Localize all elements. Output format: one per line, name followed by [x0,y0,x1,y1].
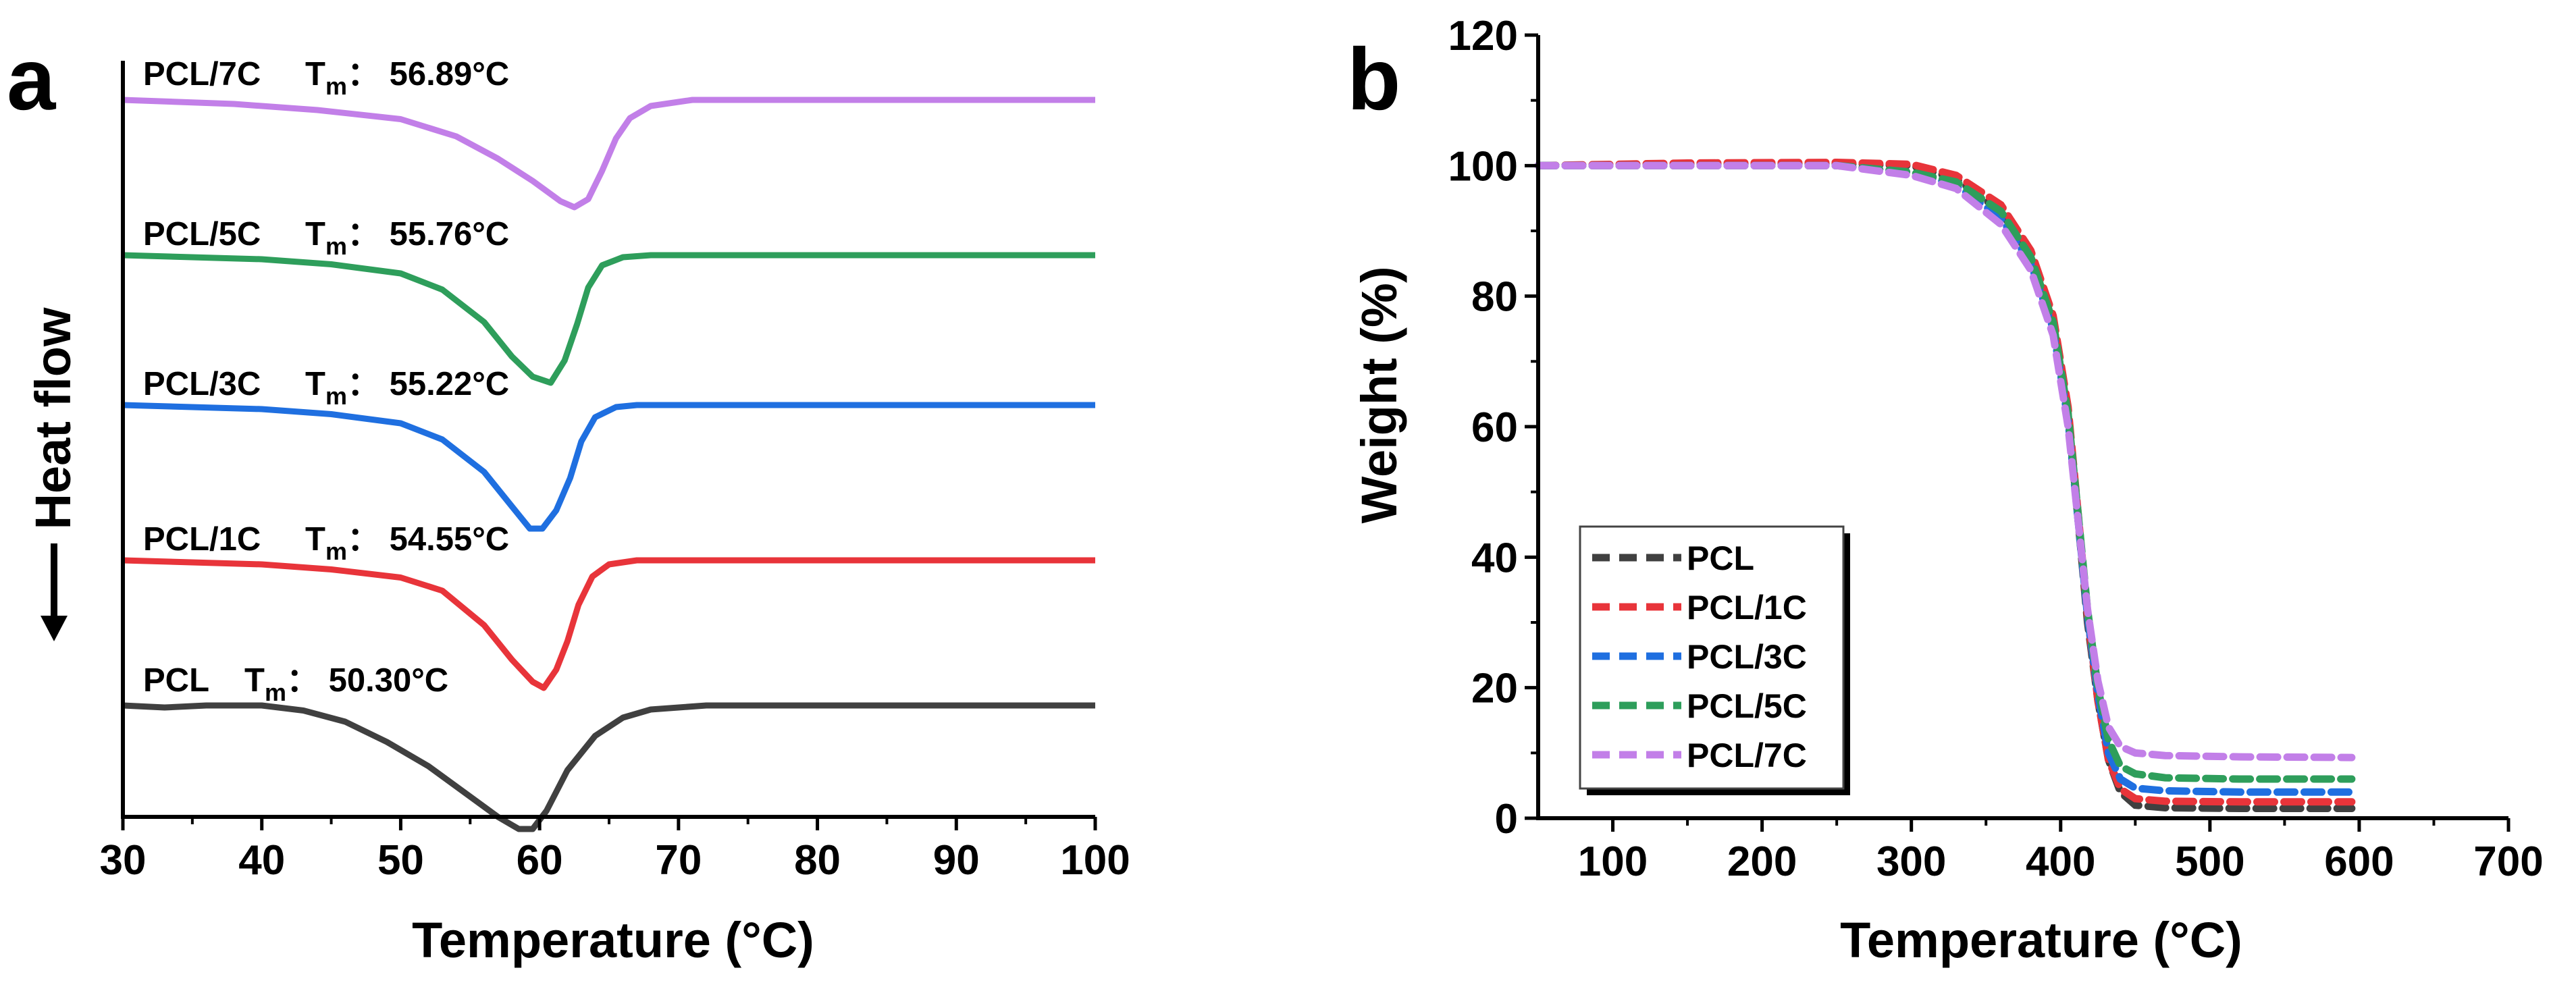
panel-b-x-tick-label: 100 [1578,838,1648,885]
panel-a-x-tick-label: 50 [377,837,424,884]
legend-label-pcl-1c: PCL/1C [1687,589,1807,626]
curve-label-pcl-5c: PCL/5C [143,216,261,252]
dsc-curve-pcl-7c [122,97,1095,211]
curve-label-pcl-7c: PCL/7C [143,56,261,92]
panel-a-x-tick-label: 30 [100,837,147,884]
panel-b-curves [1534,158,2356,812]
panel-b-y-tick-label: 120 [1448,13,1518,59]
dsc-curve-pcl-3c [122,402,1095,532]
panel-b-x-tick-label: 700 [2473,838,2543,885]
curve-label-pcl-1c: PCL/1C [143,521,261,558]
tm-label-pcl-5c: Tm： 55.76°C [305,216,509,260]
panel-b-x-tick-label: 400 [2026,838,2095,885]
panel-a-x-tick-label: 90 [933,837,980,884]
panel-a-x-tick-label: 80 [794,837,841,884]
curve-label-pcl-3c: PCL/3C [143,366,261,402]
panel-a-x-tick-label: 40 [238,837,285,884]
panel-a-dsc-chart: a PCL Tm： 50.30°C PCL/1C Tm： 54.55°C PCL/3C T… [7,30,1130,968]
panel-b-y-axis-title: Weight (%) [1351,267,1407,524]
dsc-curve-pcl-1c [122,557,1095,691]
panel-b-y-tick-label: 0 [1495,796,1518,843]
dsc-curve-pcl [122,702,1095,832]
panel-a-curve-labels: PCL Tm： 50.30°C PCL/1C Tm： 54.55°C PCL/3C Tm：… [143,56,509,706]
panel-a-curves [122,97,1095,832]
panel-a-x-tick-label: 70 [655,837,702,884]
panel-b-y-tick-label: 60 [1471,404,1518,451]
panel-a-x-tick-label: 60 [517,837,563,884]
tm-label-pcl-3c: Tm： 55.22°C [305,366,509,410]
curve-label-pcl: PCL [143,662,209,699]
legend-label-pcl: PCL [1687,539,1754,577]
panel-b-y-tick-label: 80 [1471,274,1518,321]
panel-b-tga-chart: b 100 200 300 400 500 600 700 0 20 40 60 80 100 120 W… [1347,13,2544,968]
legend-label-pcl-3c: PCL/3C [1687,638,1807,676]
heat-flow-down-arrow-icon [41,543,68,641]
panel-b-y-tick-label: 40 [1471,535,1518,581]
tm-label-pcl: Tm： 50.30°C [244,662,448,706]
panel-a-x-tick-label: 100 [1060,837,1130,884]
panel-a-x-axis-title: Temperature (°C) [412,912,814,968]
panel-a-axes: 30 40 50 60 70 80 90 100 [100,61,1130,884]
legend-label-pcl-5c: PCL/5C [1687,687,1807,725]
tm-label-pcl-1c: Tm： 54.55°C [305,521,509,565]
panel-b-x-tick-label: 300 [1876,838,1946,885]
panel-b-axes: 100 200 300 400 500 600 700 0 20 40 60 80 100 120 [1448,13,2544,885]
panel-b-x-tick-label: 500 [2175,838,2244,885]
panel-b-y-tick-label: 20 [1471,666,1518,712]
panel-b-letter: b [1347,30,1400,128]
panel-a-y-axis-title: Heat flow [25,307,81,529]
panel-a-letter: a [7,30,57,128]
tm-label-pcl-7c: Tm： 56.89°C [305,56,509,100]
panel-b-legend: PCL PCL/1C PCL/3C PCL/5C PCL/7C [1579,525,1850,795]
panel-b-y-tick-label: 100 [1448,143,1518,190]
dsc-curve-pcl-5c [122,252,1095,386]
legend-label-pcl-7c: PCL/7C [1687,737,1807,774]
panel-b-x-axis-title: Temperature (°C) [1840,912,2242,968]
panel-b-x-tick-label: 600 [2324,838,2394,885]
panel-b-x-tick-label: 200 [1727,838,1797,885]
tga-curve-pcl-7c [1534,161,2356,761]
